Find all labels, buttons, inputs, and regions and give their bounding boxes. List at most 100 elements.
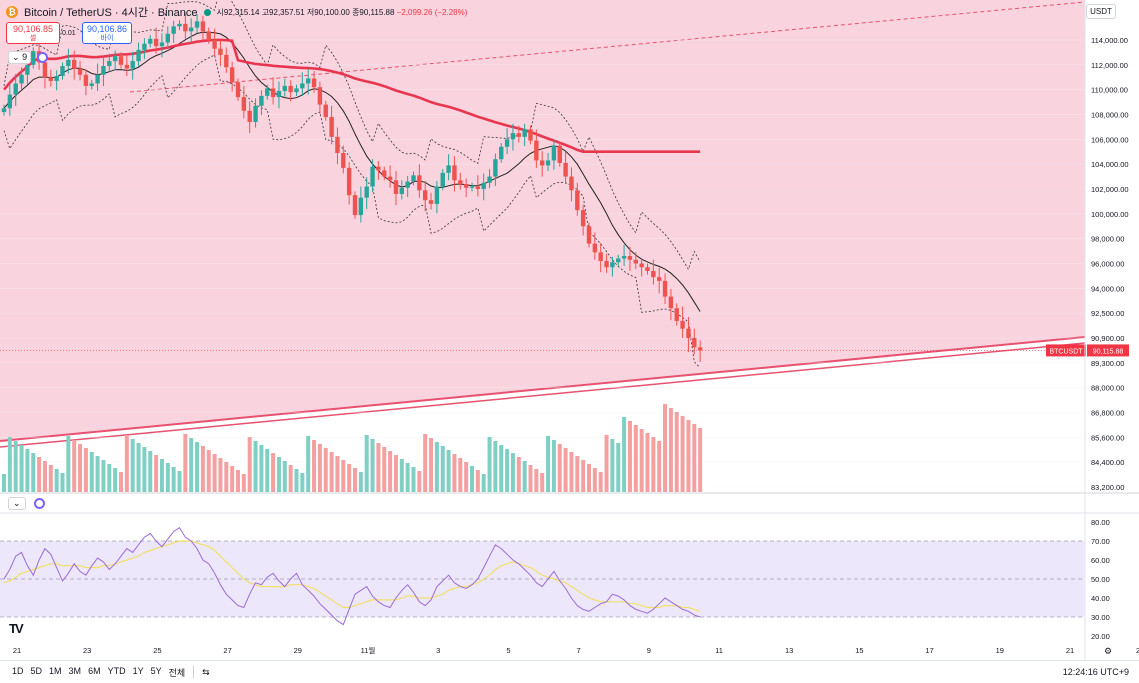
volume-bar — [42, 461, 47, 492]
candle-body — [77, 68, 83, 75]
time-axis-label: 25 — [153, 646, 161, 655]
volume-bar — [294, 469, 299, 492]
bitcoin-logo-icon: ₿ — [6, 6, 18, 18]
volume-bar — [487, 437, 492, 492]
candle-body — [551, 145, 557, 161]
volume-bar — [429, 438, 434, 492]
bollinger-lower — [3, 54, 701, 368]
volume-bar — [686, 420, 691, 492]
candle-body — [329, 116, 334, 137]
candle-body — [323, 104, 328, 117]
rsi-line — [3, 527, 701, 626]
volume-bar — [651, 437, 656, 492]
candle-body — [276, 90, 282, 98]
volume-bar — [481, 474, 486, 492]
sell-button[interactable]: 90,106.85 셀 — [6, 22, 60, 44]
candle-body — [563, 162, 568, 177]
candle-body — [247, 110, 252, 122]
volume-bar — [66, 436, 71, 492]
price-axis-label: 94,000.00 — [1091, 284, 1124, 293]
volume-bar — [341, 460, 346, 492]
candle-body — [31, 51, 36, 65]
symbol-title[interactable]: Bitcoin / TetherUS · 4시간 · Binance — [24, 7, 198, 19]
volume-bar — [622, 417, 627, 492]
price-axis-label: 92,500.00 — [1091, 309, 1124, 318]
indicator-settings-icon[interactable] — [37, 52, 49, 63]
candle-body — [662, 280, 668, 297]
candle-body — [545, 160, 551, 166]
indicator-collapse-button[interactable]: ⌄ 9 — [8, 51, 32, 64]
currency-selector[interactable]: USDT — [1086, 4, 1116, 19]
timeframe-8[interactable]: 전체 — [168, 667, 186, 678]
candle-body — [516, 133, 521, 137]
candle-body — [458, 180, 463, 185]
price-axis-label: 98,000.00 — [1091, 235, 1124, 244]
candle-body — [692, 338, 697, 348]
candle-body — [528, 129, 533, 141]
time-axis-label: 15 — [855, 646, 863, 655]
candle-body — [411, 175, 416, 182]
timeframe-4[interactable]: 6M — [88, 665, 101, 676]
candle-body — [311, 78, 317, 88]
candle-body — [405, 181, 410, 188]
candle-body — [189, 27, 194, 32]
timeframe-7[interactable]: 5Y — [150, 665, 162, 676]
trendline-upper — [0, 336, 1086, 442]
timeframe-1[interactable]: 5D — [30, 665, 43, 676]
volume-bar — [616, 443, 621, 492]
bollinger-basis — [3, 31, 701, 312]
timeframe-2[interactable]: 1M — [49, 665, 62, 676]
candle-body — [25, 64, 30, 75]
candle-body — [393, 180, 399, 194]
price-axis-label: 96,000.00 — [1091, 260, 1124, 269]
timeframe-3[interactable]: 3M — [68, 665, 82, 676]
volume-bar — [306, 436, 311, 492]
volume-bar — [557, 444, 562, 492]
price-axis-label: 104,000.00 — [1091, 160, 1129, 169]
timeframe-6[interactable]: 1Y — [132, 665, 144, 676]
candle-body — [13, 83, 18, 95]
volume-bar — [639, 429, 644, 492]
clock-readout[interactable]: 12:24:16 UTC+9 — [1062, 667, 1129, 677]
candle-body — [463, 184, 469, 188]
tradingview-logo-icon[interactable]: TV — [9, 621, 24, 636]
candle-body — [627, 256, 633, 260]
volume-bar — [247, 437, 252, 492]
volume-bar — [189, 438, 194, 492]
ohlc-close: 종90,115.88 — [352, 7, 395, 17]
spread-value: 0.01 — [62, 30, 76, 37]
candle-body — [165, 33, 170, 43]
axis-settings-icon[interactable]: ⚙ — [1104, 646, 1112, 656]
time-axis-label: 21 — [1066, 646, 1074, 655]
buy-button[interactable]: 90,106.86 바이 — [82, 22, 132, 44]
time-axis-label: 11 — [715, 646, 723, 655]
rsi-settings-icon[interactable] — [33, 498, 45, 509]
rsi-axis-label: 40.00 — [1091, 594, 1110, 603]
goto-date-icon[interactable]: ⇆ — [202, 666, 210, 677]
candle-body — [229, 67, 235, 83]
volume-bar — [25, 449, 30, 492]
candle-body — [218, 48, 223, 55]
candle-body — [580, 210, 586, 227]
volume-bar — [692, 424, 697, 492]
candle-body — [697, 347, 703, 351]
buy-price: 90,106.86 — [86, 24, 128, 34]
volume-bar — [663, 404, 668, 492]
buy-label: 바이 — [100, 35, 114, 42]
candle-body — [575, 190, 580, 211]
volume-bar — [633, 425, 638, 492]
timeframe-0[interactable]: 1D — [12, 665, 24, 676]
candle-body — [7, 94, 13, 109]
volume-bar — [183, 434, 188, 492]
timeframe-5[interactable]: YTD — [107, 665, 126, 676]
volume-bar — [698, 428, 703, 492]
rsi-collapse-button[interactable]: ⌄ — [8, 497, 26, 510]
volume-bar — [551, 440, 556, 492]
candle-body — [124, 64, 130, 69]
volume-bar — [417, 471, 422, 492]
ohlc-high: 고92,357.51 — [261, 7, 305, 17]
volume-bar — [563, 448, 568, 492]
volume-bar — [452, 454, 457, 492]
candle-body — [487, 176, 492, 183]
